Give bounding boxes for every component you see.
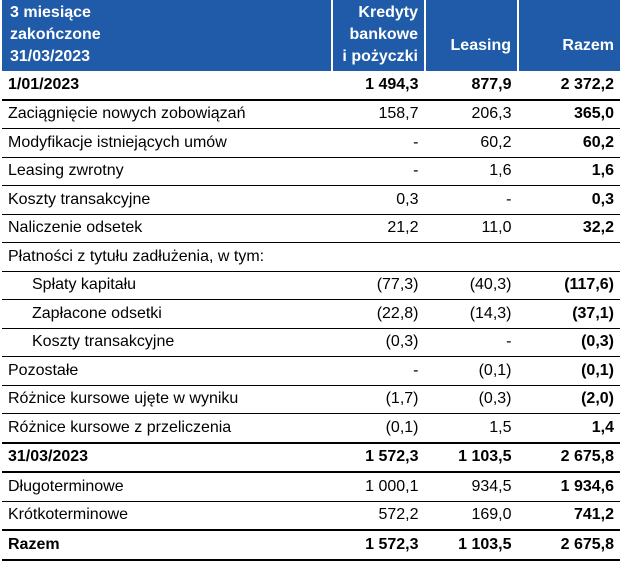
table-row: Pozostałe - (0,1) (0,1) <box>2 356 620 386</box>
total-cell: (0,3) <box>517 328 620 357</box>
total-cell: 1 934,6 <box>517 472 620 502</box>
total-cell: 365,0 <box>517 99 620 129</box>
loans-column-header: Kredyty bankowe i pożyczki <box>331 0 425 71</box>
leasing-cell: 877,9 <box>424 71 518 101</box>
table-header: 3 miesiące zakończone 31/03/2023 Kredyty… <box>2 0 620 71</box>
period-header-line: 3 miesiące <box>10 4 91 21</box>
total-cell: 1,4 <box>517 413 620 444</box>
row-label: Koszty transakcyjne <box>2 328 332 357</box>
row-label: 31/03/2023 <box>2 442 332 473</box>
table-row-sub: Zapłacone odsetki (22,8) (14,3) (37,1) <box>2 299 620 329</box>
leasing-cell: 206,3 <box>424 99 518 129</box>
row-label: Spłaty kapitału <box>2 271 332 300</box>
leasing-cell: 934,5 <box>424 472 518 502</box>
total-column-header: Razem <box>517 0 620 71</box>
total-cell: 741,2 <box>517 501 620 531</box>
table-row-total: Razem 1 572,3 1 103,5 2 675,8 <box>2 530 620 561</box>
total-cell: 60,2 <box>517 128 620 158</box>
row-label: Płatności z tytułu zadłużenia, w tym: <box>2 242 332 272</box>
loans-cell: (1,7) <box>331 385 425 414</box>
period-header-line: 31/03/2023 <box>10 48 91 65</box>
loans-cell: 21,2 <box>331 214 425 243</box>
loans-cell: (0,1) <box>331 413 425 444</box>
row-label: Razem <box>2 530 332 561</box>
total-cell: (2,0) <box>517 385 620 414</box>
total-cell: 2 675,8 <box>517 442 620 473</box>
leasing-column-header: Leasing <box>424 0 518 71</box>
total-header-line: Razem <box>562 37 614 54</box>
loans-cell: (22,8) <box>331 299 425 329</box>
table-row: Różnice kursowe ujęte w wyniku (1,7) (0,… <box>2 385 620 414</box>
loans-cell: 0,3 <box>331 185 425 215</box>
loans-cell: - <box>331 157 425 186</box>
leasing-cell: - <box>424 185 518 215</box>
row-label: Naliczenie odsetek <box>2 214 332 243</box>
row-label: Pozostałe <box>2 356 332 386</box>
total-cell: 2 675,8 <box>517 530 620 561</box>
leasing-cell: (0,3) <box>424 385 518 414</box>
row-label: Długoterminowe <box>2 472 332 502</box>
leasing-cell <box>424 242 518 272</box>
table-row-closing-balance: 31/03/2023 1 572,3 1 103,5 2 675,8 <box>2 442 620 473</box>
leasing-cell: (0,1) <box>424 356 518 386</box>
loans-cell: 158,7 <box>331 99 425 129</box>
leasing-cell: 1 103,5 <box>424 530 518 561</box>
table-row-payments-group: Płatności z tytułu zadłużenia, w tym: <box>2 242 620 272</box>
table-row: Różnice kursowe z przeliczenia (0,1) 1,5… <box>2 413 620 444</box>
leasing-header-line: Leasing <box>450 37 511 54</box>
total-cell: (117,6) <box>517 271 620 300</box>
leasing-cell: - <box>424 328 518 357</box>
loans-header-line: i pożyczki <box>342 48 418 65</box>
loans-cell <box>331 242 425 272</box>
loans-cell: - <box>331 356 425 386</box>
leasing-cell: 1 103,5 <box>424 442 518 473</box>
total-cell: (37,1) <box>517 299 620 329</box>
row-label: Różnice kursowe ujęte w wyniku <box>2 385 332 414</box>
total-cell: (0,1) <box>517 356 620 386</box>
loans-cell: 572,2 <box>331 501 425 531</box>
table-row: Krótkoterminowe 572,2 169,0 741,2 <box>2 501 620 531</box>
loans-header-line: bankowe <box>349 26 418 43</box>
leasing-cell: 169,0 <box>424 501 518 531</box>
table-row: Leasing zwrotny - 1,6 1,6 <box>2 157 620 186</box>
row-label: Różnice kursowe z przeliczenia <box>2 413 332 444</box>
row-label: Zaciągnięcie nowych zobowiązań <box>2 99 332 129</box>
row-label: Leasing zwrotny <box>2 157 332 186</box>
table-row-sub: Koszty transakcyjne (0,3) - (0,3) <box>2 328 620 357</box>
table-row: Naliczenie odsetek 21,2 11,0 32,2 <box>2 214 620 243</box>
table-row: Modyfikacje istniejących umów - 60,2 60,… <box>2 128 620 158</box>
row-label: Modyfikacje istniejących umów <box>2 128 332 158</box>
leasing-cell: (40,3) <box>424 271 518 300</box>
leasing-cell: (14,3) <box>424 299 518 329</box>
total-cell: 2 372,2 <box>517 71 620 101</box>
loans-cell: - <box>331 128 425 158</box>
table-row: Długoterminowe 1 000,1 934,5 1 934,6 <box>2 472 620 502</box>
loans-cell: (77,3) <box>331 271 425 300</box>
leasing-cell: 1,5 <box>424 413 518 444</box>
row-label: Krótkoterminowe <box>2 501 332 531</box>
leasing-cell: 1,6 <box>424 157 518 186</box>
table-row: Zaciągnięcie nowych zobowiązań 158,7 206… <box>2 99 620 129</box>
loans-cell: 1 000,1 <box>331 472 425 502</box>
loans-cell: 1 572,3 <box>331 530 425 561</box>
total-cell <box>517 242 620 272</box>
loans-cell: 1 494,3 <box>331 71 425 101</box>
total-cell: 1,6 <box>517 157 620 186</box>
row-label: Koszty transakcyjne <box>2 185 332 215</box>
loans-cell: 1 572,3 <box>331 442 425 473</box>
period-header-line: zakończone <box>10 26 101 43</box>
table-row-opening-balance: 1/01/2023 1 494,3 877,9 2 372,2 <box>2 71 620 101</box>
period-header: 3 miesiące zakończone 31/03/2023 <box>2 0 332 71</box>
row-label: 1/01/2023 <box>2 71 332 101</box>
debt-reconciliation-table: 3 miesiące zakończone 31/03/2023 Kredyty… <box>2 0 620 561</box>
loans-cell: (0,3) <box>331 328 425 357</box>
row-label: Zapłacone odsetki <box>2 299 332 329</box>
table-row: Koszty transakcyjne 0,3 - 0,3 <box>2 185 620 215</box>
leasing-cell: 60,2 <box>424 128 518 158</box>
leasing-cell: 11,0 <box>424 214 518 243</box>
total-cell: 0,3 <box>517 185 620 215</box>
table-row-sub: Spłaty kapitału (77,3) (40,3) (117,6) <box>2 271 620 300</box>
total-cell: 32,2 <box>517 214 620 243</box>
loans-header-line: Kredyty <box>358 4 418 21</box>
